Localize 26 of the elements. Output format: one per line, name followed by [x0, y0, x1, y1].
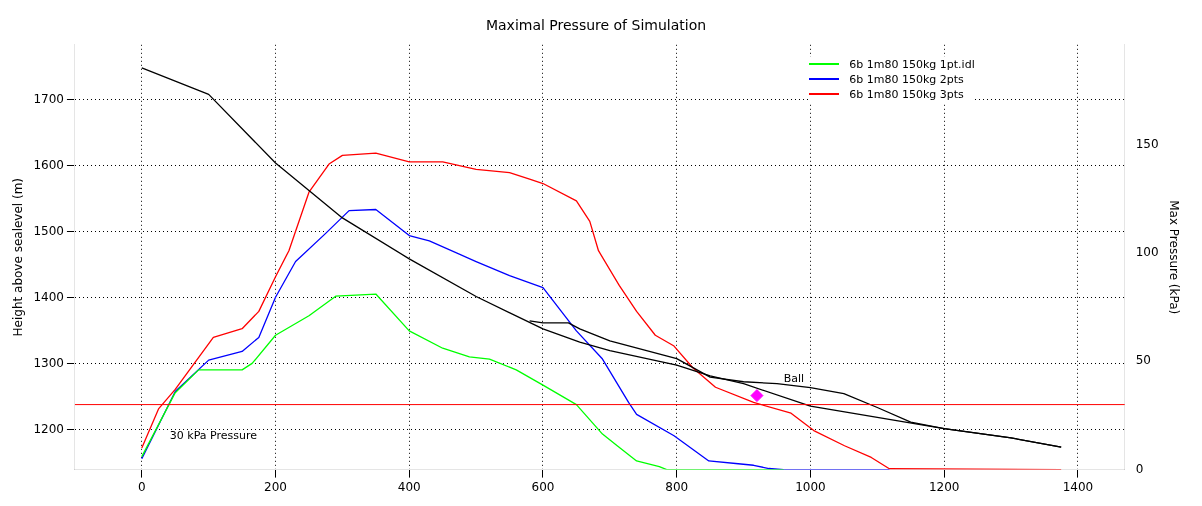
x-tick-label: 1000 [795, 479, 826, 494]
annotation: Ball [783, 371, 805, 385]
y-tick-label: 1400 [33, 289, 64, 304]
x-tick-label: 1200 [928, 479, 960, 494]
y2-tick-label: 0 [1135, 461, 1144, 476]
x-tick-label: 0 [137, 479, 146, 494]
y-axis-title: Height above sealevel (m) [11, 177, 26, 337]
x-tick-label: 600 [531, 479, 555, 494]
y2-axis-title: Max Pressure (kPa) [1166, 200, 1181, 315]
x-tick-label: 400 [397, 479, 421, 494]
legend-label: 6b 1m80 150kg 1pt.idl [849, 57, 975, 71]
y-tick-label: 1500 [33, 223, 64, 238]
y-tick-label: 1300 [33, 356, 64, 371]
legend-label: 6b 1m80 150kg 2pts [849, 72, 964, 86]
y-tick-label: 1200 [33, 422, 64, 437]
y-tick-label: 1600 [33, 157, 64, 172]
y-tick-label: 1700 [33, 91, 64, 106]
y2-tick-label: 50 [1135, 353, 1151, 368]
x-tick-label: 200 [264, 479, 287, 494]
chart-title: Maximal Pressure of Simulation [485, 17, 707, 34]
y2-tick-label: 100 [1135, 244, 1159, 259]
legend-label: 6b 1m80 150kg 3pts [849, 87, 964, 101]
y2-tick-label: 150 [1135, 136, 1159, 151]
x-tick-label: 1400 [1062, 479, 1094, 494]
x-tick-label: 800 [665, 479, 689, 494]
ref-line-label: 30 kPa Pressure [169, 429, 258, 443]
